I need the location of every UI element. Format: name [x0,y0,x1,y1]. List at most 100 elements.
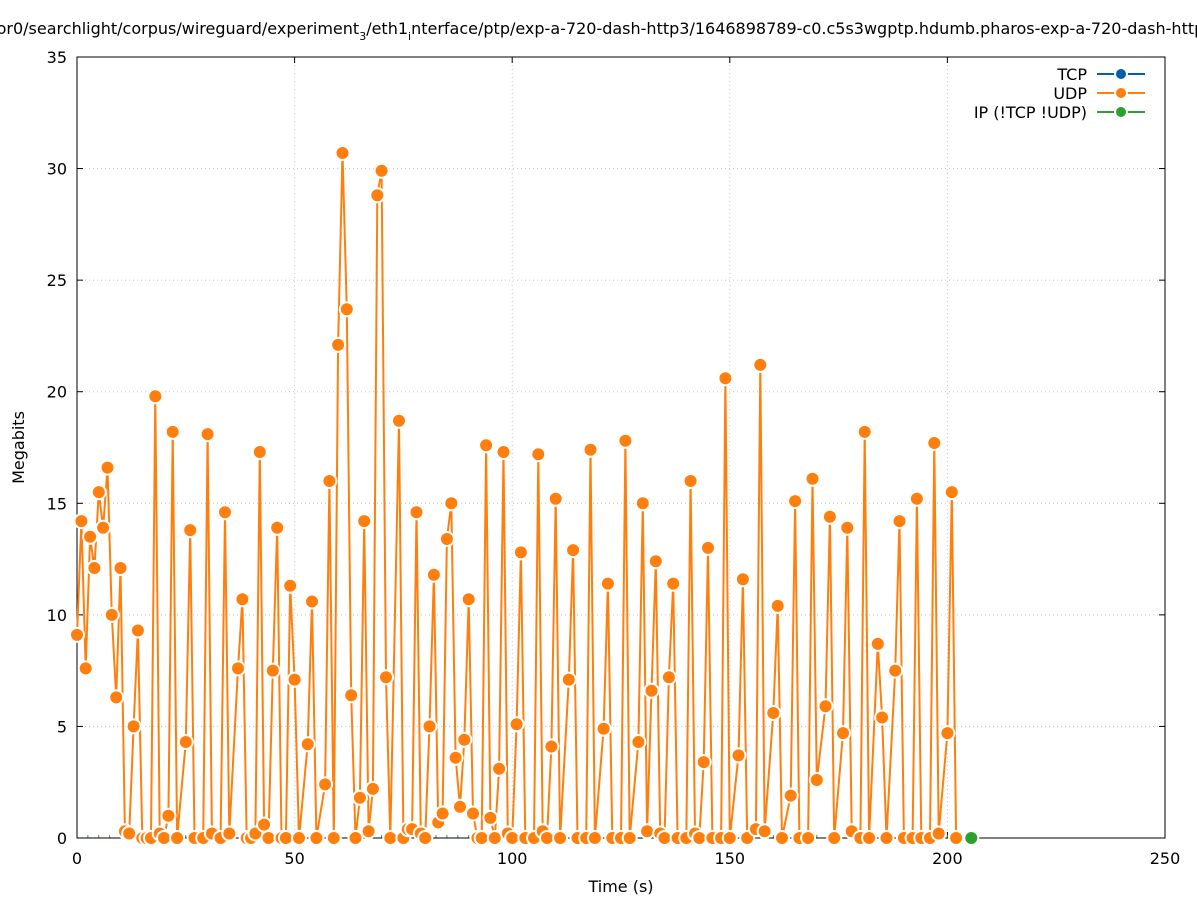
data-point-udp [199,426,216,443]
series-ip-tcp-udp [963,830,980,846]
data-point-udp [417,830,434,846]
data-point-udp [443,495,460,512]
data-point-udp [595,720,612,737]
data-point-udp [695,754,712,771]
data-point-udp [787,493,804,510]
data-point-udp [264,662,281,679]
data-point-udp [286,671,303,688]
data-point-udp [95,519,112,536]
data-point-udp [347,830,364,846]
data-point-udp [452,798,468,815]
y-tick-label: 15 [47,494,67,513]
data-point-udp [408,504,425,521]
legend-label: IP (!TCP !UDP) [974,103,1087,122]
data-point-udp [634,495,651,512]
y-tick-label: 20 [47,383,67,402]
data-point-udp [82,528,99,545]
data-point-udp [530,446,547,463]
data-point-udp [182,522,199,539]
data-point-udp [665,575,682,592]
legend-marker-swatch [1114,86,1128,100]
data-point-udp [251,444,268,460]
data-point-udp [73,513,90,530]
data-point-udp [282,577,299,594]
data-point-udp [874,709,891,726]
data-point-udp [156,830,172,846]
data-point-udp [647,553,664,570]
data-point-udp [856,423,873,440]
data-point-udp [465,805,481,822]
data-point-udp [99,459,116,476]
x-axis-label: Time (s) [587,877,653,896]
data-point-udp [277,830,294,846]
y-tick-label: 25 [47,271,67,290]
data-point-udp [217,504,233,521]
data-point-udp [861,830,878,846]
data-point-udp [621,830,638,846]
chart-title: ctor0/searchlight/corpus/wireguard/exper… [0,19,1197,43]
data-point-udp [547,490,564,507]
data-point-udp [425,566,442,583]
data-point-udp [321,473,338,489]
data-point-udp [473,830,490,846]
data-point-udp [77,660,94,677]
axis-ticks: 0 50 100 150 200 250 0 5 10 15 20 25 30 35 [47,48,1181,868]
data-point-udp [121,825,138,842]
data-point-udp [356,513,373,530]
data-point-udp [260,830,277,846]
legend-marker-swatch [1114,67,1128,81]
data-point-udp [391,412,407,429]
series-udp [69,145,965,846]
data-point-udp [129,622,146,639]
legend-item: TCP [1056,65,1145,84]
data-point-udp [434,805,451,822]
data-point-udp [378,669,394,686]
data-point-udp [164,423,181,440]
data-point-udp [438,531,455,547]
data-point-udp [512,544,529,561]
data-point-udp [125,718,142,735]
data-point-udp [887,662,904,679]
data-point-udp [717,370,734,387]
data-point-udp [656,830,673,846]
y-tick-label: 35 [47,48,67,67]
x-tick-label: 150 [715,849,746,868]
data-point-udp [660,669,677,686]
x-tick-label: 50 [284,849,304,868]
data-point-udp [769,597,786,614]
legend-label: TCP [1056,65,1087,84]
data-point-udp [421,718,438,735]
data-point-udp [382,830,399,846]
y-tick-label: 0 [57,829,67,848]
data-point-udp [86,560,103,576]
data-point-udp [160,807,177,824]
y-tick-label: 10 [47,606,67,625]
data-point-udp [325,830,342,846]
data-point-udp [543,738,560,755]
data-point-udp [878,830,895,846]
legend-marker-swatch [1114,105,1128,119]
data-point-udp [230,660,246,677]
data-point-udp [930,825,947,842]
data-point-udp [943,484,960,501]
data-point-udp [835,725,851,742]
data-point-udp [821,508,838,525]
data-point-udp [582,441,599,458]
data-point-udp [338,301,355,318]
data-point-udp [560,671,577,688]
data-point-udp [700,539,716,556]
data-point-udp [539,830,555,846]
data-point-udp [586,830,603,846]
data-point-udp [630,734,647,750]
data-point-udp [447,749,464,766]
data-point-udp [721,830,738,846]
data-point-udp [504,830,521,846]
x-tick-label: 0 [72,849,82,868]
data-point-udp [351,789,368,806]
data-point-udp [308,830,325,846]
data-point-udp [234,591,251,608]
data-point-udp [639,823,656,840]
data-point-udp [869,635,886,652]
